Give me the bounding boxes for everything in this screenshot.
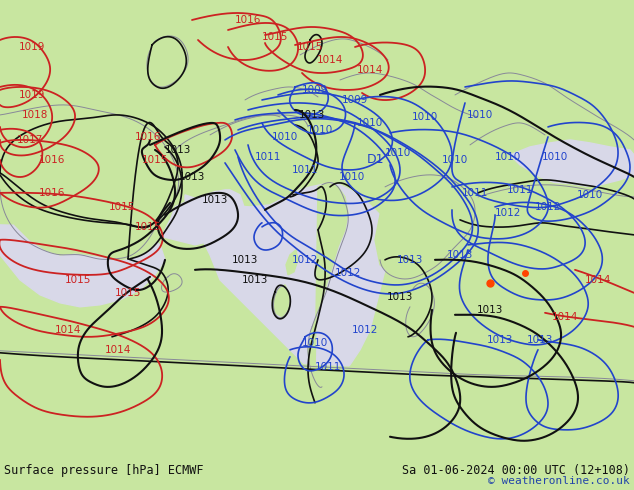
Text: Sa 01-06-2024 00:00 UTC (12+108): Sa 01-06-2024 00:00 UTC (12+108) (402, 464, 630, 477)
Text: 1010: 1010 (357, 118, 383, 128)
Polygon shape (345, 207, 370, 240)
Polygon shape (275, 0, 360, 47)
Text: 1016: 1016 (135, 132, 161, 142)
Text: 1015: 1015 (109, 202, 135, 212)
Polygon shape (286, 250, 298, 275)
Text: 1015: 1015 (142, 155, 168, 165)
Polygon shape (272, 285, 290, 317)
Text: 1018: 1018 (22, 110, 48, 120)
Text: 1012: 1012 (352, 325, 378, 335)
Polygon shape (170, 115, 300, 190)
Polygon shape (510, 140, 634, 187)
Text: 1013: 1013 (202, 195, 228, 205)
Text: 1016: 1016 (39, 155, 65, 165)
Polygon shape (0, 350, 634, 455)
Text: 1010: 1010 (495, 152, 521, 162)
Text: 1013: 1013 (447, 250, 473, 260)
Polygon shape (185, 183, 395, 380)
Text: 1011: 1011 (507, 185, 533, 195)
Text: Surface pressure [hPa] ECMWF: Surface pressure [hPa] ECMWF (4, 464, 204, 477)
Text: 1011: 1011 (292, 165, 318, 175)
Text: 1015: 1015 (115, 288, 141, 298)
Text: 1017: 1017 (17, 135, 43, 145)
Text: 1013: 1013 (527, 335, 553, 345)
Text: 1011: 1011 (255, 152, 281, 162)
Text: 1013: 1013 (165, 145, 191, 155)
Text: 1013: 1013 (397, 255, 423, 265)
Text: 1013: 1013 (179, 172, 205, 182)
Text: 1013: 1013 (477, 305, 503, 315)
Text: 1014: 1014 (552, 312, 578, 322)
Text: 1014: 1014 (357, 65, 383, 75)
Text: 1011: 1011 (462, 188, 488, 198)
Polygon shape (145, 190, 245, 245)
Text: 1009: 1009 (342, 95, 368, 105)
Text: 1019: 1019 (19, 42, 45, 52)
Polygon shape (0, 107, 178, 260)
Text: 1010: 1010 (385, 148, 411, 158)
Text: © weatheronline.co.uk: © weatheronline.co.uk (488, 476, 630, 486)
Text: 1014: 1014 (317, 55, 343, 65)
Text: 1009: 1009 (302, 85, 328, 95)
Polygon shape (308, 183, 348, 380)
Polygon shape (375, 173, 472, 277)
Polygon shape (340, 375, 378, 405)
Text: 1012: 1012 (535, 202, 561, 212)
Text: 1013: 1013 (242, 275, 268, 285)
Text: 1019: 1019 (19, 90, 45, 100)
Text: 1010: 1010 (272, 132, 298, 142)
Polygon shape (240, 100, 385, 165)
Text: 1015: 1015 (65, 275, 91, 285)
Text: 1010: 1010 (339, 172, 365, 182)
Text: 1014: 1014 (585, 275, 611, 285)
Text: 1016: 1016 (39, 188, 65, 198)
Text: 1012: 1012 (495, 208, 521, 218)
Text: 1010: 1010 (412, 112, 438, 122)
Text: 1010: 1010 (542, 152, 568, 162)
Polygon shape (0, 225, 165, 307)
Text: 1015: 1015 (297, 42, 323, 52)
Polygon shape (478, 183, 634, 233)
Text: 1013: 1013 (387, 292, 413, 302)
Text: 1010: 1010 (442, 155, 468, 165)
Text: 1013: 1013 (232, 255, 258, 265)
Polygon shape (408, 283, 435, 335)
Polygon shape (148, 35, 188, 85)
Text: D1: D1 (366, 153, 384, 167)
Text: 1011: 1011 (315, 362, 341, 372)
Text: 1015: 1015 (135, 222, 161, 232)
Text: 1014: 1014 (105, 345, 131, 355)
Text: 1016: 1016 (235, 15, 261, 25)
Text: 1010: 1010 (577, 190, 603, 200)
Text: 1012: 1012 (335, 268, 361, 278)
Text: 1013: 1013 (487, 335, 513, 345)
Text: 1010: 1010 (302, 338, 328, 348)
Text: 1012: 1012 (292, 255, 318, 265)
Text: 1015: 1015 (262, 32, 288, 42)
Text: 1010: 1010 (467, 110, 493, 120)
Text: 1010: 1010 (307, 125, 333, 135)
Text: 1014: 1014 (55, 325, 81, 335)
Text: 1013: 1013 (299, 110, 325, 120)
